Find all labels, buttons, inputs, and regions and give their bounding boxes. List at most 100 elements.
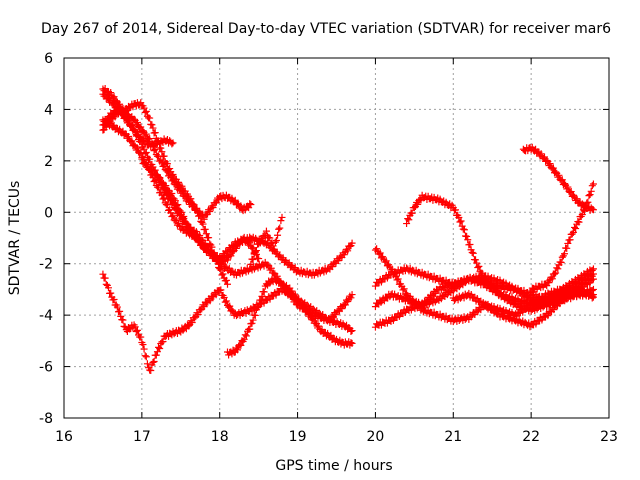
data-point	[347, 327, 355, 335]
data-point	[498, 292, 506, 300]
data-point	[297, 299, 305, 307]
data-point	[466, 240, 474, 248]
x-tick-label: 16	[55, 429, 73, 445]
axes: 16 17 18 19 20 21 22 23 -8 -6 -4 -2 0 2 4 6	[39, 51, 618, 445]
data-point	[348, 327, 356, 335]
data-point	[269, 242, 277, 250]
data-point	[142, 353, 150, 361]
data-point	[578, 211, 586, 219]
data-point	[155, 343, 163, 351]
data-point	[107, 289, 115, 297]
data-point	[408, 209, 416, 217]
data-point	[166, 165, 174, 173]
data-point	[568, 230, 576, 238]
x-tick-label: 20	[367, 429, 385, 445]
data-point	[111, 113, 119, 121]
data-point	[257, 296, 265, 304]
x-tick-label: 18	[211, 429, 229, 445]
data-point	[279, 280, 287, 288]
data-point	[159, 181, 167, 189]
data-point	[127, 138, 135, 146]
data-point	[209, 203, 217, 211]
y-tick-label: -2	[39, 257, 53, 273]
data-point	[190, 201, 198, 209]
data-point	[222, 276, 230, 284]
data-point	[228, 306, 236, 314]
data-point	[178, 182, 186, 190]
data-point	[153, 137, 161, 145]
data-point	[474, 264, 482, 272]
data-point	[237, 341, 245, 349]
plot-frame	[63, 57, 610, 419]
data-point	[492, 286, 500, 294]
data-point	[270, 274, 278, 282]
data-point	[174, 205, 182, 213]
data-point	[410, 204, 418, 212]
data-point	[467, 291, 475, 299]
chart-title: Day 267 of 2014, Sidereal Day-to-day VTE…	[41, 21, 611, 37]
data-point	[125, 117, 133, 125]
data-point	[258, 236, 266, 244]
data-point	[119, 316, 127, 324]
data-point	[156, 175, 164, 183]
data-point	[264, 261, 272, 269]
data-point	[132, 328, 140, 336]
data-point	[572, 225, 580, 233]
data-point	[150, 177, 158, 185]
data-point	[394, 275, 402, 283]
data-point	[543, 156, 551, 164]
series-track-11	[247, 213, 286, 268]
data-point	[171, 200, 179, 208]
data-point	[117, 312, 125, 320]
data-point	[142, 107, 150, 115]
data-point	[583, 199, 591, 207]
data-point	[412, 298, 420, 306]
data-point	[315, 322, 323, 330]
data-point	[586, 191, 594, 199]
data-point	[107, 89, 115, 97]
data-point	[237, 202, 245, 210]
data-point	[194, 311, 202, 319]
data-point	[247, 201, 255, 209]
data-point	[148, 121, 156, 129]
data-point	[130, 115, 138, 123]
data-point	[128, 121, 136, 129]
data-point	[254, 304, 262, 312]
data-point	[589, 285, 597, 293]
data-point	[126, 325, 134, 333]
data-point	[186, 196, 194, 204]
data-point	[197, 306, 205, 314]
data-point	[128, 137, 136, 145]
data-point	[163, 160, 171, 168]
data-point	[262, 227, 270, 235]
data-point	[177, 210, 185, 218]
data-point	[414, 200, 422, 208]
data-points	[99, 85, 597, 374]
data-point	[405, 216, 413, 224]
data-point	[276, 224, 284, 232]
data-point	[136, 149, 144, 157]
data-point	[139, 136, 147, 144]
x-axis-title: GPS time / hours	[275, 458, 392, 474]
data-point	[206, 297, 214, 305]
data-point	[156, 344, 164, 352]
series-track-6	[99, 270, 193, 374]
data-point	[464, 236, 472, 244]
data-point	[268, 239, 276, 247]
data-point	[146, 114, 154, 122]
data-point	[309, 305, 317, 313]
data-point	[133, 118, 141, 126]
data-point	[110, 93, 118, 101]
data-point	[130, 125, 138, 133]
data-point	[126, 104, 134, 112]
data-point	[271, 238, 279, 246]
data-point	[315, 309, 323, 317]
y-tick-label: 6	[44, 51, 53, 67]
data-point	[587, 187, 595, 195]
data-point	[266, 279, 274, 287]
data-point	[247, 260, 255, 268]
data-point	[388, 265, 396, 273]
series-track-4	[99, 115, 208, 252]
data-point	[400, 285, 408, 293]
data-point	[458, 222, 466, 230]
